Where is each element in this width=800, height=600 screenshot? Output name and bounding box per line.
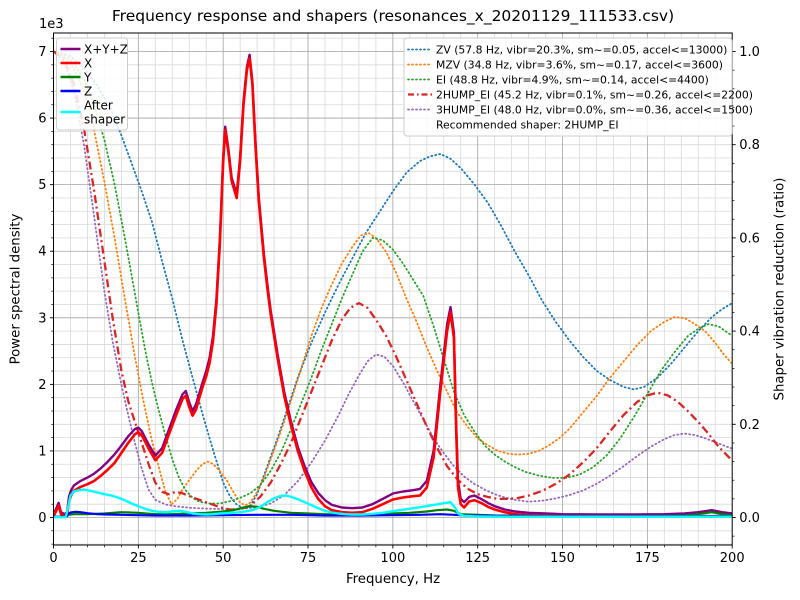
y-right-tick-label: 0.0 [739,511,760,526]
x-tick-label: 75 [300,551,317,566]
y-left-tick-label: 2 [38,378,46,393]
y-right-tick-label: 0.4 [739,325,760,340]
y-right-tick-label: 0.6 [739,231,760,246]
y-axis-left-label: Power spectral density [8,213,24,365]
y-axis-right-label: Shaper vibration reduction (ratio) [772,177,788,401]
legend-shaper-label: 3HUMP_EI (48.0 Hz, vibr=0.0%, sm~=0.36, … [436,103,753,116]
series-x [53,56,733,518]
x-axis-label: Frequency, Hz [345,572,441,587]
legend-shaper-label: MZV (34.8 Hz, vibr=3.6%, sm~=0.17, accel… [436,58,723,71]
x-tick-label: 25 [130,551,147,566]
legend-psd-label: shaper [84,113,125,127]
legend-shapers: ZV (57.8 Hz, vibr=20.3%, sm~=0.05, accel… [403,37,753,137]
legend-psd-label: X [84,57,92,71]
series-2hump-ei [53,50,733,511]
y-left-tick-label: 5 [38,178,46,193]
series-ei [53,50,733,505]
series-3hump-ei [53,50,733,510]
legend-psd-label: After [84,99,113,113]
x-tick-label: 100 [380,551,405,566]
series-group [53,50,733,519]
y-right-tick-label: 0.2 [739,418,760,433]
y-left-tick-label: 0 [38,511,46,526]
y-left-tick-label: 3 [38,311,46,326]
x-tick-label: 200 [720,551,745,566]
y-left-tick-label: 4 [38,245,46,260]
x-tick-label: 50 [215,551,232,566]
series-after-shaper [53,488,733,519]
y-right-tick-label: 1.0 [739,45,760,60]
y-left-tick-label: 6 [38,112,46,127]
chart-title: Frequency response and shapers (resonanc… [111,7,675,25]
x-tick-label: 0 [49,551,57,566]
y-left-tick-label: 7 [38,45,46,60]
legend-recommended-shaper: Recommended shaper: 2HUMP_EI [436,118,619,131]
legend-psd-label: Y [83,71,92,85]
legend-psd-label: Z [84,85,92,99]
y-axis-offset-text: 1e3 [39,17,64,32]
legend-shaper-label: 2HUMP_EI (45.2 Hz, vibr=0.1%, sm~=0.26, … [436,88,753,101]
series-zv [53,50,733,510]
x-tick-label: 175 [635,551,660,566]
y-right-tick-label: 0.8 [739,138,760,153]
x-tick-label: 125 [465,551,490,566]
axis-ticks: 0 25 50 75 100 125 150 175 200 0 1 2 3 4 5 6 7 0.0 0.2 0.4 0… [38,37,760,566]
legend-shaper-label: ZV (57.8 Hz, vibr=20.3%, sm~=0.05, accel… [436,43,727,56]
x-tick-label: 150 [550,551,575,566]
legend-shaper-label: EI (48.8 Hz, vibr=4.9%, sm~=0.14, accel<… [436,73,709,86]
legend-psd-label: X+Y+Z [84,43,128,57]
y-left-tick-label: 1 [38,444,46,459]
